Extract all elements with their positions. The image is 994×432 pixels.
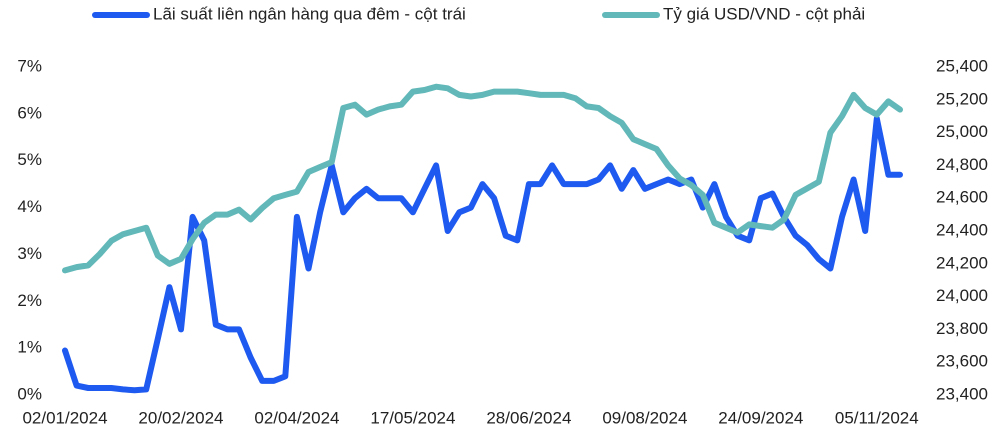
series-line [62,83,903,274]
y-tick-label: 3% [17,244,42,263]
x-tick-label: 28/06/2024 [486,408,571,427]
y-tick-label: 5% [17,150,42,169]
y2-tick-label: 25,000 [936,122,988,141]
x-tick-label: 02/04/2024 [254,408,339,427]
y2-tick-label: 24,000 [936,286,988,305]
x-tick-label: 24/09/2024 [718,408,803,427]
x-tick-label: 09/08/2024 [602,408,687,427]
y2-tick-label: 25,400 [936,56,988,75]
legend-label: Lãi suất liên ngân hàng qua đêm - cột tr… [153,4,466,23]
y2-tick-label: 24,600 [936,188,988,207]
y-tick-label: 2% [17,291,42,310]
x-tick-label: 05/11/2024 [835,408,919,427]
y-tick-label: 6% [17,103,42,122]
x-tick-label: 02/01/2024 [22,408,107,427]
y2-tick-label: 25,200 [936,89,988,108]
y2-tick-label: 24,800 [936,155,988,174]
y-tick-label: 0% [17,384,42,403]
y2-tick-label: 23,400 [936,384,988,403]
y2-tick-label: 23,600 [936,352,988,371]
y2-tick-label: 23,800 [936,319,988,338]
x-tick-label: 17/05/2024 [370,408,455,427]
y-tick-label: 7% [17,56,42,75]
y-tick-label: 4% [17,197,42,216]
x-tick-label: 20/02/2024 [138,408,223,427]
series-line [62,115,903,394]
y2-tick-label: 24,400 [936,220,988,239]
y2-tick-label: 24,200 [936,253,988,272]
y-tick-label: 1% [17,338,42,357]
legend-label: Tỷ giá USD/VND - cột phải [663,4,865,23]
